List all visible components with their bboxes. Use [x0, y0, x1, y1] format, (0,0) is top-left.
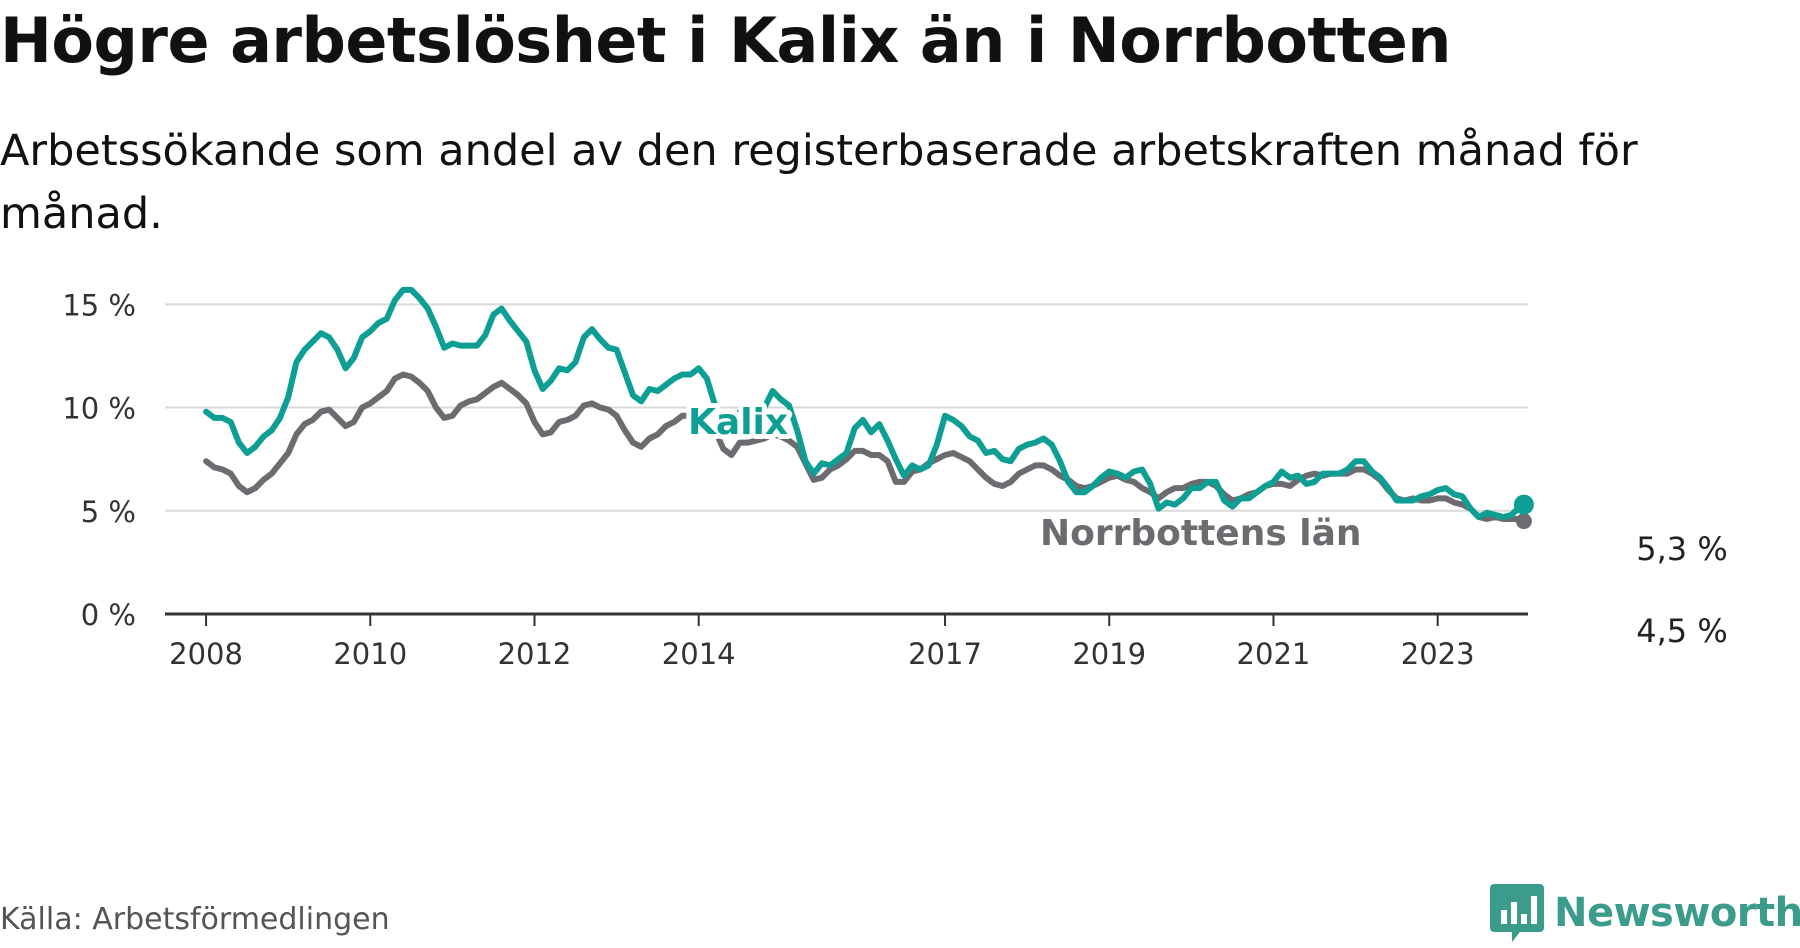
newsworthy-brand: Newsworthy [1490, 882, 1800, 944]
y-tick-label: 5 % [81, 495, 136, 529]
y-tick-label: 15 % [62, 288, 136, 322]
series-end-point-kalix [1513, 494, 1534, 515]
x-tick-label: 2014 [662, 637, 736, 671]
series-label-kalix: Kalix [688, 402, 788, 443]
x-tick-label: 2019 [1072, 637, 1146, 671]
end-value-label-norrbotten: 4,5 % [1636, 612, 1727, 650]
series-end-point-norrbotten [1515, 513, 1532, 530]
x-tick-label: 2008 [169, 637, 243, 671]
y-tick-label: 10 % [62, 392, 136, 426]
chart-title: Högre arbetslöshet i Kalix än i Norrbott… [0, 4, 1451, 77]
end-value-label-kalix: 5,3 % [1636, 530, 1727, 568]
x-tick-label: 2017 [908, 637, 982, 671]
chart-subtitle: Arbetssökande som andel av den registerb… [0, 126, 1638, 239]
brand-name: Newsworthy [1554, 890, 1800, 936]
x-tick-label: 2012 [498, 637, 572, 671]
series-line-kalix [203, 286, 1527, 520]
source-note: Källa: Arbetsförmedlingen [0, 902, 390, 937]
x-tick-label: 2023 [1401, 637, 1475, 671]
series-line-norrbotten [203, 371, 1527, 525]
x-tick-label: 2010 [333, 637, 407, 671]
y-tick-label: 0 % [81, 598, 136, 632]
newsworthy-logo-icon [1490, 884, 1544, 942]
x-tick-label: 2021 [1237, 637, 1311, 671]
series-label-norrbotten: Norrbottens län [1040, 513, 1362, 554]
